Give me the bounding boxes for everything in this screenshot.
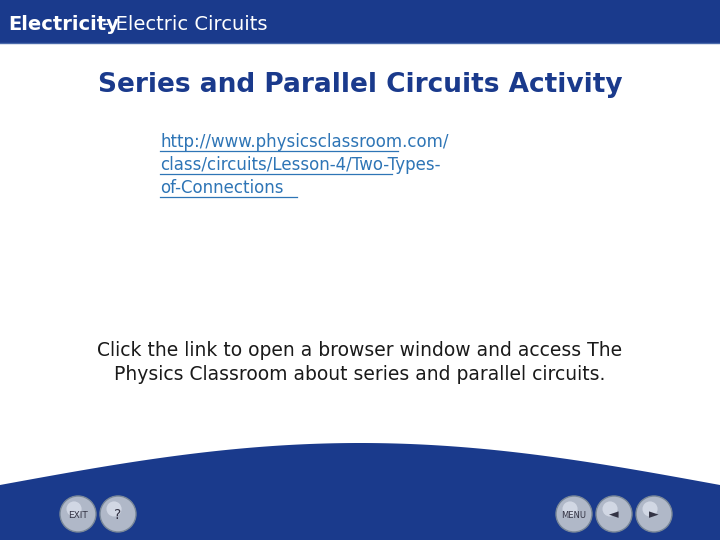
- Text: ◄: ◄: [609, 509, 618, 522]
- Circle shape: [603, 502, 618, 517]
- Polygon shape: [0, 443, 720, 540]
- Circle shape: [562, 502, 577, 517]
- FancyBboxPatch shape: [0, 485, 720, 540]
- Text: Electricity: Electricity: [8, 15, 119, 33]
- Circle shape: [596, 496, 632, 532]
- Text: http://www.physicsclassroom.com/: http://www.physicsclassroom.com/: [160, 133, 449, 151]
- Text: MENU: MENU: [562, 510, 587, 519]
- Circle shape: [642, 502, 657, 517]
- Text: Physics Classroom about series and parallel circuits.: Physics Classroom about series and paral…: [114, 366, 606, 384]
- Circle shape: [100, 496, 136, 532]
- Text: class/circuits/Lesson-4/Two-Types-: class/circuits/Lesson-4/Two-Types-: [160, 156, 441, 174]
- Text: EXIT: EXIT: [68, 510, 88, 519]
- Polygon shape: [410, 0, 720, 310]
- Text: ►: ►: [649, 509, 659, 522]
- Text: ?: ?: [114, 508, 122, 522]
- Polygon shape: [0, 0, 720, 43]
- Text: of-Connections: of-Connections: [160, 179, 284, 197]
- Text: Series and Parallel Circuits Activity: Series and Parallel Circuits Activity: [98, 72, 622, 98]
- Circle shape: [66, 502, 81, 517]
- Circle shape: [107, 502, 122, 517]
- Text: - Electric Circuits: - Electric Circuits: [96, 15, 268, 33]
- Text: Click the link to open a browser window and access The: Click the link to open a browser window …: [97, 341, 623, 360]
- Circle shape: [60, 496, 96, 532]
- Circle shape: [556, 496, 592, 532]
- Circle shape: [636, 496, 672, 532]
